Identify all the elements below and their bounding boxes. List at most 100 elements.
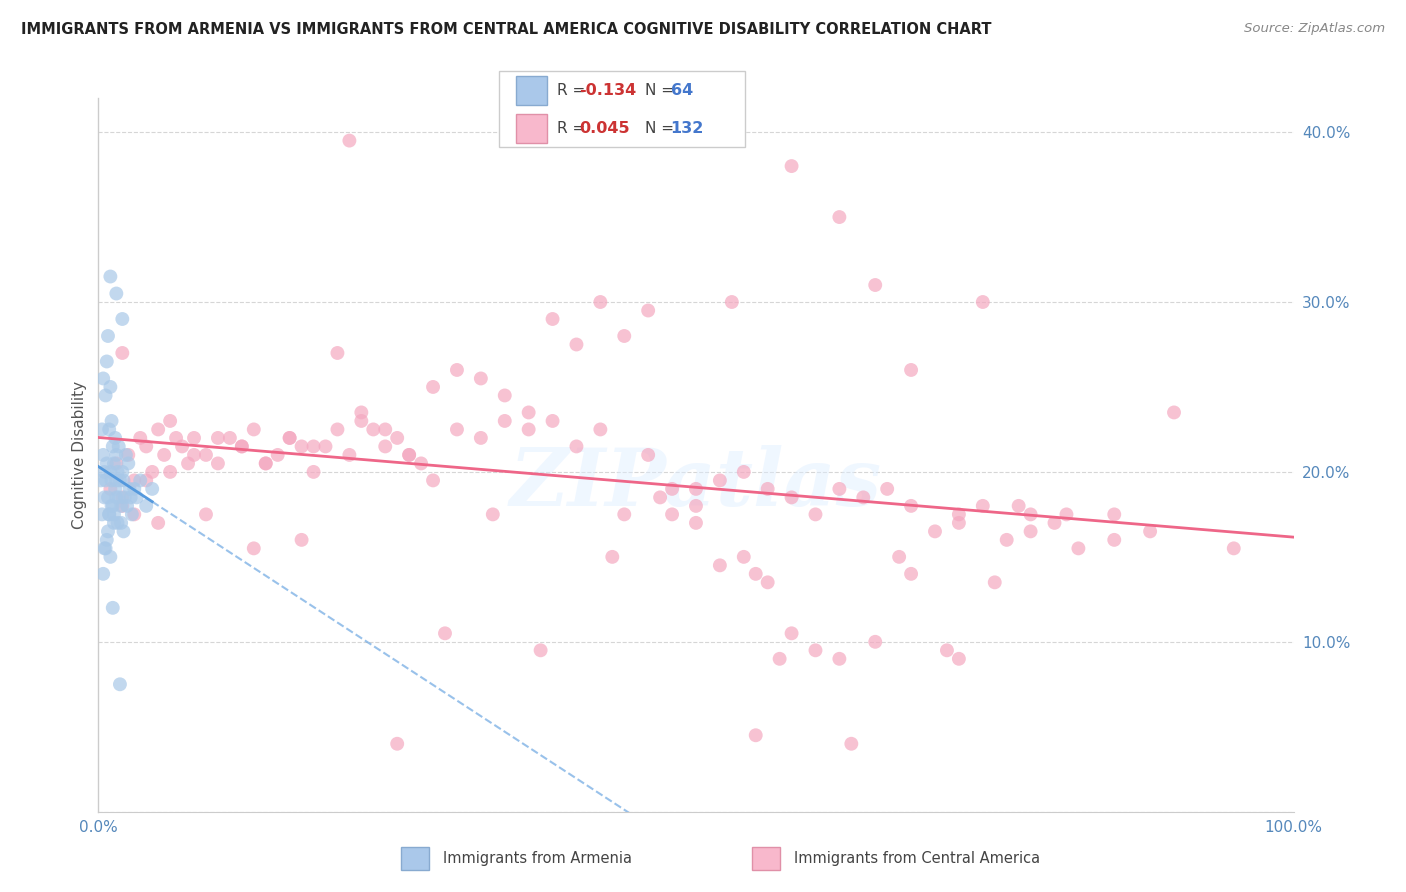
Y-axis label: Cognitive Disability: Cognitive Disability	[72, 381, 87, 529]
Point	[207, 431, 229, 445]
Point	[165, 431, 187, 445]
Text: ZIPatlas: ZIPatlas	[510, 445, 882, 522]
Point	[1104, 533, 1126, 547]
Text: R =: R =	[557, 120, 591, 136]
Point	[98, 482, 122, 496]
Point	[90, 474, 112, 488]
Point	[115, 499, 138, 513]
Point	[278, 431, 301, 445]
Point	[159, 465, 181, 479]
Point	[111, 312, 134, 326]
Point	[141, 465, 163, 479]
Point	[780, 626, 803, 640]
Point	[94, 388, 117, 402]
Point	[876, 482, 898, 496]
Point	[172, 439, 194, 453]
Point	[446, 422, 468, 436]
Point	[1019, 508, 1042, 522]
Text: 132: 132	[671, 120, 704, 136]
Point	[104, 482, 127, 496]
Point	[434, 626, 457, 640]
Point	[101, 439, 124, 453]
Point	[254, 457, 277, 471]
Point	[709, 558, 731, 573]
Text: 64: 64	[671, 83, 693, 98]
Point	[135, 474, 157, 488]
Point	[125, 491, 148, 505]
Point	[124, 474, 146, 488]
Point	[107, 491, 129, 505]
Point	[804, 643, 827, 657]
Point	[135, 499, 157, 513]
Point	[103, 516, 125, 530]
Point	[756, 575, 779, 590]
Text: Immigrants from Armenia: Immigrants from Armenia	[443, 851, 631, 866]
Point	[159, 414, 181, 428]
Point	[97, 329, 120, 343]
Point	[613, 329, 636, 343]
Point	[100, 414, 122, 428]
Point	[685, 482, 707, 496]
Point	[153, 448, 176, 462]
Point	[637, 448, 659, 462]
Point	[565, 337, 588, 351]
Point	[195, 508, 218, 522]
Point	[112, 524, 135, 539]
Point	[828, 210, 851, 224]
Point	[98, 508, 121, 522]
Point	[118, 482, 141, 496]
Point	[972, 499, 994, 513]
Point	[900, 566, 922, 581]
Point	[97, 491, 120, 505]
Point	[302, 465, 325, 479]
Point	[291, 439, 314, 453]
Point	[111, 499, 134, 513]
Point	[374, 439, 396, 453]
Point	[841, 737, 863, 751]
Point	[804, 508, 827, 522]
Point	[98, 422, 121, 436]
Point	[446, 363, 468, 377]
Text: IMMIGRANTS FROM ARMENIA VS IMMIGRANTS FROM CENTRAL AMERICA COGNITIVE DISABILITY : IMMIGRANTS FROM ARMENIA VS IMMIGRANTS FR…	[21, 22, 991, 37]
Point	[948, 508, 970, 522]
Point	[733, 465, 755, 479]
Point	[231, 439, 253, 453]
Point	[124, 508, 146, 522]
Point	[98, 549, 122, 564]
Point	[105, 448, 128, 462]
Point	[385, 737, 409, 751]
Point	[98, 508, 121, 522]
Point	[984, 575, 1007, 590]
Point	[650, 491, 672, 505]
Point	[111, 346, 134, 360]
Point	[110, 499, 132, 513]
Point	[374, 422, 396, 436]
Point	[900, 363, 922, 377]
Point	[94, 541, 117, 556]
Point	[936, 643, 959, 657]
Point	[141, 482, 163, 496]
Point	[114, 491, 136, 505]
Point	[339, 134, 361, 148]
Point	[96, 457, 118, 471]
Point	[1008, 499, 1031, 513]
Point	[108, 474, 131, 488]
Text: Immigrants from Central America: Immigrants from Central America	[794, 851, 1040, 866]
Point	[828, 652, 851, 666]
Point	[120, 491, 142, 505]
Point	[1104, 508, 1126, 522]
Point	[93, 491, 115, 505]
Point	[685, 516, 707, 530]
Point	[494, 414, 516, 428]
Point	[148, 422, 170, 436]
Point	[385, 431, 409, 445]
Point	[117, 457, 139, 471]
Point	[637, 303, 659, 318]
Point	[104, 431, 127, 445]
Point	[589, 422, 612, 436]
Point	[339, 448, 361, 462]
Point	[1139, 524, 1161, 539]
Point	[100, 474, 122, 488]
Point	[195, 448, 218, 462]
Point	[97, 524, 120, 539]
